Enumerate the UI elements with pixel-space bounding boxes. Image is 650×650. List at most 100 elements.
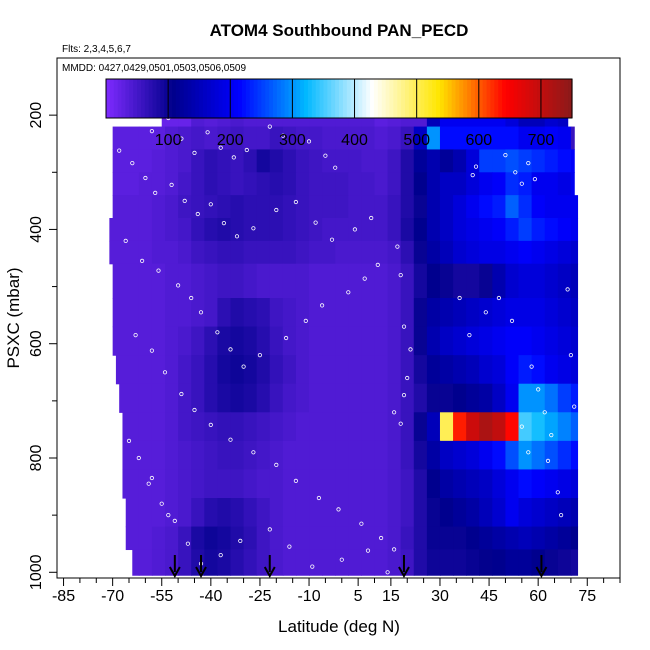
heatmap-cell (505, 149, 520, 173)
heatmap-cell (479, 218, 493, 242)
heatmap-cell (505, 549, 520, 576)
heatmap-cell (335, 549, 349, 576)
heatmap-cell (570, 498, 579, 528)
heatmap-cell (400, 240, 415, 265)
heatmap-cell (413, 326, 428, 356)
heatmap-cell (295, 218, 310, 242)
sample-point (329, 237, 335, 242)
heatmap-cell (165, 326, 179, 356)
heatmap-cell (191, 526, 205, 551)
heatmap-cell (492, 298, 507, 328)
heatmap-cell (518, 383, 533, 413)
heatmap-cell (505, 218, 520, 242)
heatmap-cell (256, 195, 271, 219)
heatmap-cell (282, 549, 297, 576)
heatmap-cell (479, 195, 493, 219)
heatmap-cell (413, 149, 428, 173)
heatmap-cell (295, 526, 310, 551)
colorbar-swatch (106, 79, 111, 118)
heatmap-cell (544, 412, 559, 442)
heatmap-cell (374, 172, 389, 196)
heatmap-cell (361, 263, 376, 299)
colorbar-swatch (191, 79, 196, 118)
heatmap-cell (204, 149, 218, 173)
heatmap-cell (112, 195, 140, 219)
sample-point (162, 370, 168, 375)
heatmap-cell (243, 412, 258, 442)
sample-point (526, 450, 531, 455)
heatmap-cell (466, 240, 480, 265)
heatmap-cell (518, 149, 533, 173)
heatmap-cell (570, 326, 579, 356)
heatmap-cell (426, 126, 441, 151)
heatmap-cell (413, 240, 428, 265)
heatmap-cell (492, 355, 507, 385)
x-tick-label: -55 (150, 588, 173, 605)
heatmap-cell (322, 498, 336, 528)
heatmap-cell (269, 412, 284, 442)
heatmap-cell (505, 526, 520, 551)
heatmap-cell (453, 469, 467, 499)
y-axis-label: PSXC (mbar) (4, 267, 23, 368)
colorbar-swatch (117, 79, 123, 118)
heatmap-cell (282, 263, 297, 299)
heatmap-cell (387, 240, 402, 265)
sample-point (519, 424, 524, 429)
heatmap-cell (322, 172, 336, 196)
heatmap-cell (295, 383, 310, 413)
heatmap-cell (479, 383, 493, 413)
sample-point (549, 432, 554, 438)
heatmap-cell (151, 263, 166, 299)
plot-frame (56, 57, 621, 579)
heatmap-cell (335, 412, 349, 442)
heatmap-cell (138, 549, 153, 576)
heatmap-cell (138, 126, 153, 151)
heatmap-cell (217, 263, 232, 299)
sample-point (146, 481, 151, 486)
heatmap-cell (217, 440, 232, 471)
colorbar-swatch (502, 79, 507, 118)
heatmap-cell (374, 498, 389, 528)
heatmap-cell (348, 412, 363, 442)
sample-point (176, 283, 181, 288)
heatmap-cell (191, 218, 205, 242)
colorbar-swatch (432, 79, 437, 118)
colorbar-swatch (436, 79, 441, 118)
heatmap-cell (191, 126, 205, 151)
sample-point (398, 272, 403, 278)
flight-marker-arrow (535, 555, 548, 579)
heatmap-cell (217, 549, 232, 576)
sample-point (306, 139, 312, 144)
heatmap-cell (178, 172, 192, 196)
heatmap-cell (492, 412, 507, 442)
colorbar-swatch (206, 79, 212, 118)
heatmap-cell (439, 526, 454, 551)
heatmap-cell (348, 218, 363, 242)
heatmap-cell (400, 498, 415, 528)
heatmap-cell (122, 440, 140, 471)
heatmap-cell (230, 218, 245, 242)
chart-title: ATOM4 Southbound PAN_PECD (210, 21, 469, 40)
sample-point (542, 410, 547, 415)
heatmap-cell (256, 172, 271, 196)
heatmap-cell (178, 412, 192, 442)
colorbar-swatch (238, 79, 243, 118)
heatmap-cell (256, 218, 271, 242)
colorbar-swatch (292, 79, 297, 118)
heatmap-cell (282, 298, 297, 328)
heatmap-cell (413, 172, 428, 196)
colorbar-swatch (214, 79, 220, 118)
heatmap-cell (557, 263, 572, 299)
colorbar-swatch (175, 79, 181, 118)
heatmap-cell (322, 412, 336, 442)
heatmap-cell (138, 263, 153, 299)
colorbar-swatch (172, 79, 177, 118)
colorbar-swatch (280, 79, 286, 118)
heatmap-cell (282, 126, 297, 151)
heatmap-cell (570, 469, 579, 499)
heatmap-cell (295, 126, 310, 151)
sample-point (323, 153, 328, 158)
sample-point (198, 310, 204, 315)
colorbar-swatch (218, 79, 224, 118)
flight-markers (168, 555, 548, 579)
